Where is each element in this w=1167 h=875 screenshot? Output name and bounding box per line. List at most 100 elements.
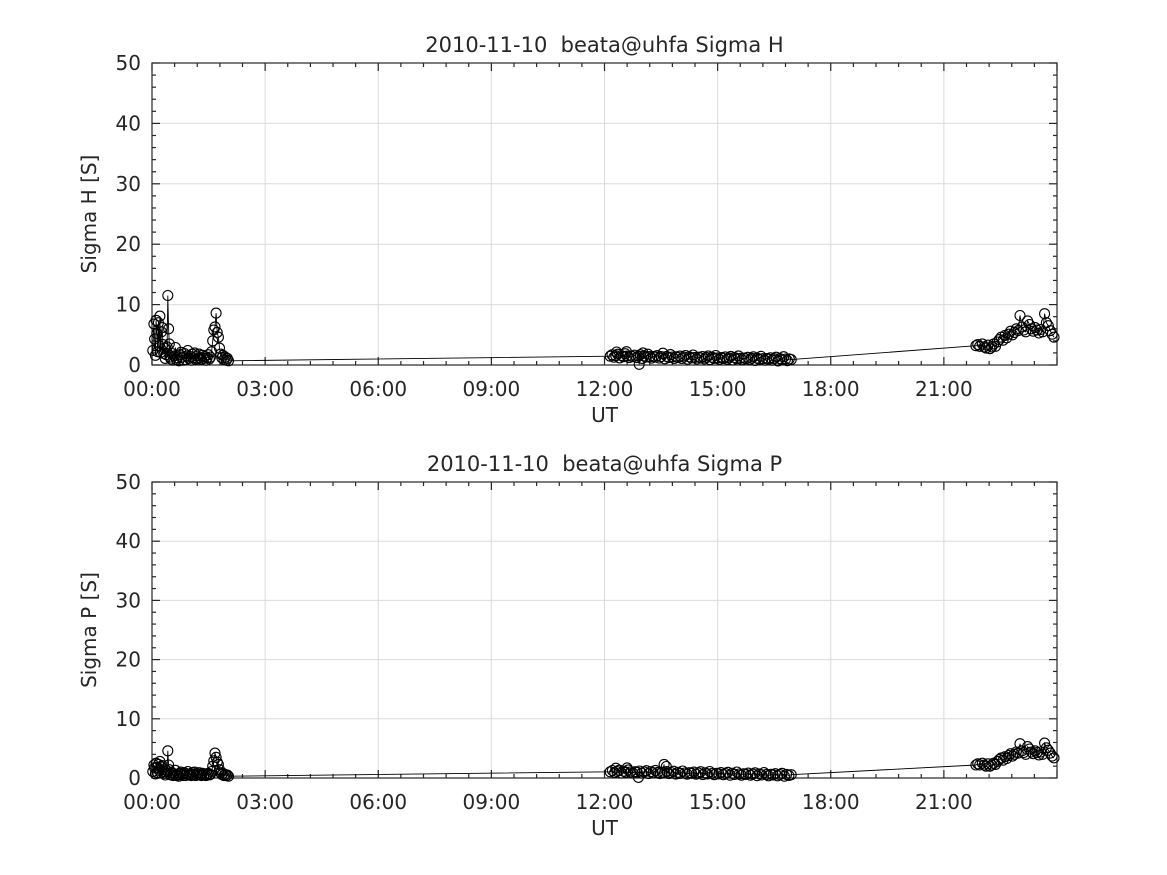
data-point — [202, 349, 214, 361]
x-tick-label: 09:00 — [463, 377, 521, 401]
data-point — [767, 769, 779, 781]
data-point — [766, 354, 778, 366]
y-axis-label: Sigma P [S] — [77, 572, 101, 688]
data-point — [156, 322, 168, 334]
data-point — [165, 353, 177, 365]
y-tick-label: 30 — [116, 588, 141, 612]
data-point — [638, 766, 650, 778]
data-point — [212, 758, 224, 770]
x-tick-label: 06:00 — [349, 377, 407, 401]
data-point — [647, 767, 659, 779]
data-point — [749, 767, 761, 779]
x-tick-label: 18:00 — [802, 790, 860, 814]
sigma-h-panel: 00:00 03:00 06:00 09:00 12:00 15:00 18:00 21:00… — [77, 33, 1060, 427]
data-point — [751, 770, 763, 782]
data-point — [162, 745, 174, 757]
data-point — [970, 340, 982, 352]
data-line — [152, 295, 1055, 365]
y-tick-label: 50 — [116, 51, 141, 75]
y-tick-label: 10 — [116, 707, 141, 731]
y-tick-label: 30 — [116, 172, 141, 196]
data-point — [708, 769, 720, 781]
data-point — [1046, 750, 1058, 762]
grid — [152, 482, 1057, 778]
data-point — [1031, 746, 1043, 759]
data-point — [701, 768, 713, 780]
data-point — [747, 768, 759, 780]
x-tick-label: 21:00 — [915, 377, 973, 401]
data-point — [1014, 309, 1026, 322]
data-point — [1020, 326, 1032, 338]
data-line — [152, 741, 1055, 778]
data-point — [1042, 744, 1054, 756]
data-point — [1012, 325, 1024, 337]
y-tick-label: 20 — [116, 232, 141, 256]
data-point — [1046, 328, 1058, 340]
data-point — [674, 767, 686, 779]
data-point — [658, 767, 671, 779]
data-point — [204, 351, 216, 363]
data-point — [155, 326, 167, 338]
data-point — [692, 767, 704, 779]
data-point — [753, 353, 765, 365]
x-tick-label: 21:00 — [915, 790, 973, 814]
data-point — [1039, 737, 1051, 749]
data-point — [1006, 329, 1019, 341]
x-tick-label: 12:00 — [576, 790, 634, 814]
data-point — [756, 769, 768, 781]
data-point — [212, 331, 224, 343]
data-point — [222, 770, 235, 782]
x-axis-label: UT — [591, 403, 619, 427]
y-tick-label: 40 — [116, 529, 141, 553]
y-tick-label: 20 — [116, 648, 141, 672]
data-point — [679, 767, 691, 779]
data-point — [643, 768, 655, 780]
data-point — [216, 768, 228, 780]
data-point — [611, 765, 623, 778]
data-point — [206, 765, 218, 778]
data-point — [1006, 750, 1019, 762]
data-point — [604, 766, 616, 778]
data-point — [974, 340, 986, 352]
y-tick-label: 10 — [116, 293, 141, 317]
data-point — [697, 769, 709, 781]
data-point — [154, 310, 166, 322]
data-point — [150, 314, 162, 326]
data-point — [774, 769, 786, 781]
data-point — [1039, 308, 1051, 320]
data-point — [724, 769, 736, 781]
data-point — [776, 767, 788, 779]
y-tick-label: 50 — [116, 470, 141, 494]
data-point — [729, 768, 741, 780]
data-point — [613, 764, 625, 776]
data-point — [1029, 745, 1041, 757]
data-point — [721, 353, 733, 365]
data-point — [221, 769, 233, 781]
data-point — [778, 770, 790, 782]
data-point — [1031, 324, 1043, 336]
data-point — [1005, 748, 1017, 760]
data-point — [778, 351, 790, 363]
data-point — [207, 335, 219, 347]
data-point — [163, 323, 175, 335]
data-point — [762, 770, 775, 782]
axis-ticks — [151, 62, 1058, 366]
x-tick-label: 00:00 — [123, 377, 181, 401]
data-point — [1048, 752, 1060, 764]
data-point — [1048, 331, 1060, 343]
data-point — [722, 766, 734, 778]
data-point — [210, 307, 222, 319]
data-point — [203, 353, 215, 365]
data-point — [1003, 328, 1015, 340]
data-point — [657, 347, 669, 359]
x-tick-label: 15:00 — [689, 377, 747, 401]
data-point — [210, 751, 222, 763]
data-point — [663, 352, 675, 364]
data-point — [740, 768, 752, 780]
data-point — [993, 334, 1005, 346]
data-point — [624, 766, 637, 778]
x-tick-label: 15:00 — [689, 790, 747, 814]
data-point — [209, 321, 221, 333]
chart-title: 2010-11-10 beata@uhfa Sigma H — [425, 33, 783, 57]
